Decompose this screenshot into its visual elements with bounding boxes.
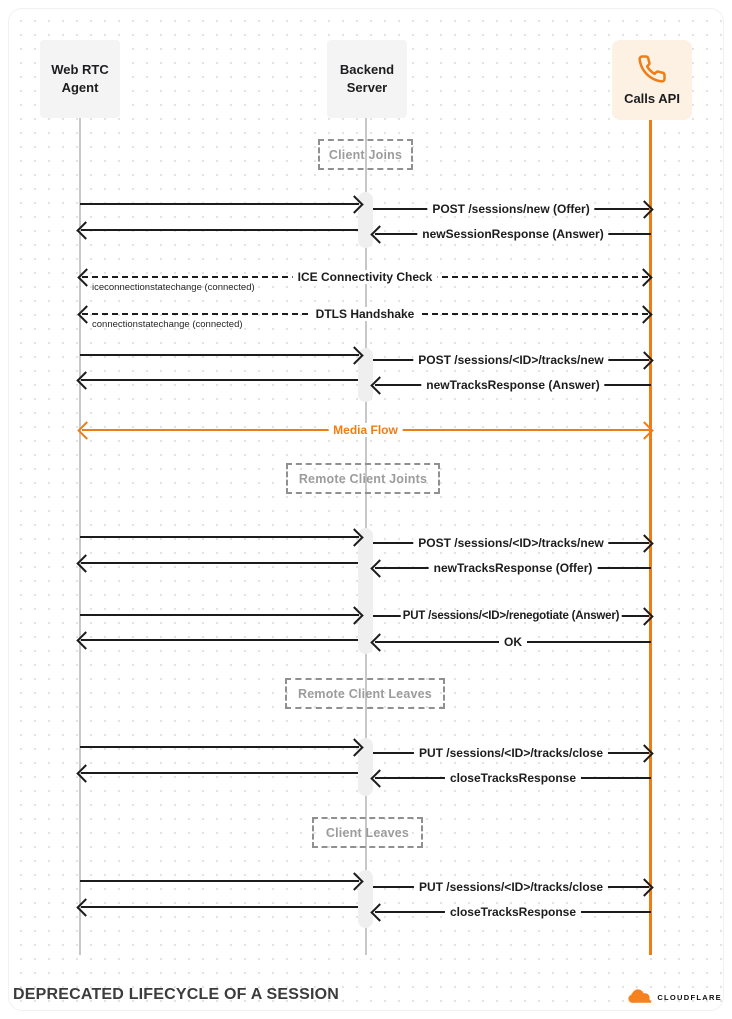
message-label: Media Flow <box>328 423 403 437</box>
message-label: newTracksResponse (Answer) <box>421 378 605 392</box>
activation-bar <box>358 528 373 654</box>
message-dtls-handshake: DTLS Handshake connectionstatechange (co… <box>77 305 653 330</box>
cloudflare-wordmark: CLOUDFLARE <box>657 992 722 1002</box>
message-new-tracks-response-answer: newTracksResponse (Answer) <box>370 376 651 395</box>
actor-webrtc-agent: Web RTC Agent <box>40 40 120 118</box>
message-ok: OK <box>370 633 651 652</box>
message-new-session-response: newSessionResponse (Answer) <box>370 225 651 244</box>
message-put-tracks-close: PUT /sessions/<ID>/tracks/close <box>373 744 654 763</box>
cloudflare-logo: CLOUDFLARE <box>627 988 722 1006</box>
message-label: POST /sessions/new (Offer) <box>427 202 595 216</box>
message-label: closeTracksResponse <box>444 771 582 785</box>
arrow-request-segment <box>80 606 364 625</box>
activation-bar <box>358 192 373 248</box>
message-label: newTracksResponse (Offer) <box>428 561 598 575</box>
arrow-response-segment <box>76 371 358 390</box>
message-label: newSessionResponse (Answer) <box>417 227 609 241</box>
actor-calls-api: Calls API <box>612 40 692 120</box>
section-label: Remote Client Joints <box>298 471 428 486</box>
message-label: POST /sessions/<ID>/tracks/new <box>413 536 609 550</box>
message-label: ICE Connectivity Check <box>292 270 438 284</box>
message-label: DTLS Handshake <box>310 307 420 321</box>
arrow-request-segment <box>80 872 364 891</box>
section-client-leaves: Client Leaves <box>312 817 423 848</box>
section-label: Client Joins <box>328 147 403 162</box>
section-remote-client-joints: Remote Client Joints <box>286 463 440 494</box>
message-media-flow: Media Flow <box>77 421 654 440</box>
diagram-title: DEPRECATED LIFECYCLE OF A SESSION <box>13 986 340 1003</box>
section-client-joins: Client Joins <box>318 139 413 170</box>
message-label: OK <box>499 635 527 649</box>
message-label: PUT /sessions/<ID>/tracks/close <box>413 880 609 894</box>
activation-bar <box>358 738 373 796</box>
activation-bar <box>358 870 373 928</box>
message-ice-connectivity-check: ICE Connectivity Check iceconnectionstat… <box>77 268 653 293</box>
actor-backend-server: Backend Server <box>327 40 407 118</box>
arrow-request-segment <box>80 738 364 757</box>
section-label: Client Leaves <box>325 825 410 840</box>
message-close-tracks-response: closeTracksResponse <box>370 769 651 788</box>
message-post-tracks-new: POST /sessions/<ID>/tracks/new <box>373 351 654 370</box>
section-label: Remote Client Leaves <box>298 686 432 701</box>
arrow-response-segment <box>76 221 358 240</box>
arrow-request-segment <box>80 195 364 214</box>
message-new-tracks-response-offer: newTracksResponse (Offer) <box>370 559 651 578</box>
actor-label: Backend Server <box>339 62 395 95</box>
cloudflare-cloud-icon <box>628 989 652 1003</box>
lifeline-calls-api <box>649 120 652 955</box>
arrow-response-segment <box>76 554 358 573</box>
message-note: iceconnectionstatechange (connected) <box>92 282 255 293</box>
arrow-response-segment <box>76 898 358 917</box>
actor-label: Calls API <box>624 91 680 107</box>
message-put-renegotiate: PUT /sessions/<ID>/renegotiate (Answer) <box>373 607 654 626</box>
arrow-response-segment <box>76 631 358 650</box>
phone-icon <box>638 55 666 83</box>
message-note: connectionstatechange (connected) <box>92 319 243 330</box>
activation-bar <box>358 348 373 402</box>
message-post-tracks-new: POST /sessions/<ID>/tracks/new <box>373 534 654 553</box>
section-remote-client-leaves: Remote Client Leaves <box>285 678 445 709</box>
message-close-tracks-response: closeTracksResponse <box>370 903 651 922</box>
arrow-request-segment <box>80 346 364 365</box>
message-put-tracks-close: PUT /sessions/<ID>/tracks/close <box>373 878 654 897</box>
arrow-response-segment <box>76 764 358 783</box>
actor-label: Web RTC Agent <box>51 62 109 95</box>
message-label: PUT /sessions/<ID>/tracks/close <box>413 746 609 760</box>
message-label: POST /sessions/<ID>/tracks/new <box>413 353 609 367</box>
message-label: PUT /sessions/<ID>/renegotiate (Answer) <box>400 610 622 622</box>
arrow-request-segment <box>80 528 364 547</box>
message-post-sessions-new: POST /sessions/new (Offer) <box>373 200 654 219</box>
message-label: closeTracksResponse <box>444 905 582 919</box>
